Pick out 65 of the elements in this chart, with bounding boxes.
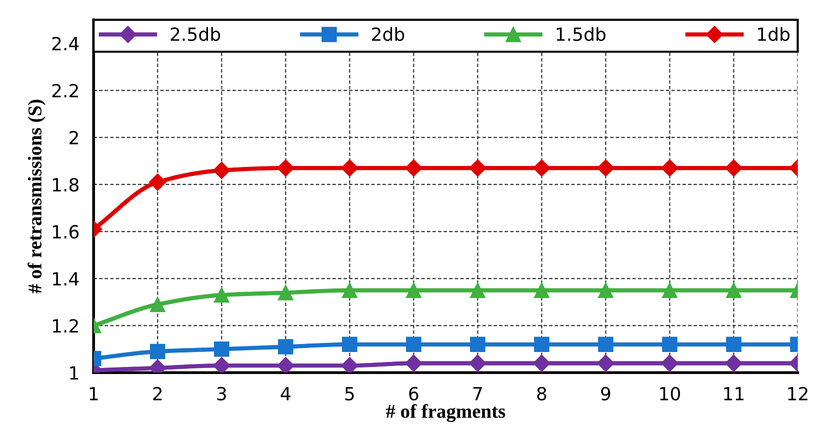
point bbox=[661, 159, 678, 177]
y-tick-label: 1.8 bbox=[52, 178, 78, 192]
point bbox=[469, 159, 486, 177]
point bbox=[405, 159, 422, 177]
point bbox=[149, 174, 166, 191]
y-tick-label: 1.2 bbox=[52, 319, 78, 332]
point bbox=[341, 357, 358, 373]
point bbox=[150, 296, 166, 312]
point bbox=[533, 354, 550, 372]
point bbox=[726, 282, 742, 298]
y-tick-label: 1.4 bbox=[52, 272, 79, 286]
point bbox=[533, 159, 550, 177]
y-tick-label: 1 bbox=[70, 366, 78, 380]
x-tick-label: 11 bbox=[724, 387, 744, 400]
point bbox=[470, 282, 486, 298]
point bbox=[213, 162, 230, 179]
point bbox=[662, 282, 678, 298]
x-tick-label: 6 bbox=[409, 386, 418, 401]
x-axis-title: # of fragments bbox=[386, 404, 506, 422]
point bbox=[342, 282, 358, 298]
point bbox=[214, 341, 230, 357]
x-tick-label: 10 bbox=[660, 386, 680, 401]
y-tick-label: 2.4 bbox=[52, 36, 79, 50]
x-tick-label: 9 bbox=[601, 386, 610, 401]
point bbox=[725, 159, 742, 177]
point bbox=[150, 344, 166, 360]
x-tick-label: 2 bbox=[153, 386, 162, 400]
point bbox=[277, 357, 294, 373]
x-tick-label: 3 bbox=[217, 386, 226, 401]
legend-label: 2.5db bbox=[170, 27, 220, 42]
point bbox=[342, 336, 358, 352]
point bbox=[213, 357, 230, 373]
x-tick-label: 1 bbox=[90, 387, 98, 400]
x-tick-label: 5 bbox=[345, 387, 354, 401]
point bbox=[662, 336, 678, 352]
point bbox=[341, 159, 358, 177]
y-tick-label: 1.6 bbox=[52, 224, 79, 239]
point bbox=[534, 282, 550, 298]
x-tick-label: 12 bbox=[788, 386, 808, 400]
legend-label: 1db bbox=[758, 27, 790, 42]
point bbox=[598, 336, 614, 352]
y-tick-label: 2 bbox=[70, 130, 78, 144]
point bbox=[277, 159, 294, 177]
point bbox=[598, 282, 614, 298]
point bbox=[406, 282, 422, 298]
point bbox=[661, 354, 678, 372]
x-tick-label: 7 bbox=[473, 387, 482, 400]
point bbox=[725, 354, 742, 372]
point bbox=[214, 287, 230, 303]
x-tick-label: 4 bbox=[280, 387, 290, 400]
point bbox=[469, 354, 486, 372]
point bbox=[278, 339, 294, 354]
point bbox=[726, 336, 742, 352]
x-tick-label: 8 bbox=[537, 386, 546, 401]
point bbox=[405, 354, 422, 372]
legend-label: 1.5db bbox=[556, 27, 606, 42]
legend-label: 2db bbox=[372, 27, 404, 42]
point bbox=[597, 354, 614, 372]
y-tick-label: 2.2 bbox=[52, 84, 78, 98]
point bbox=[470, 336, 486, 352]
y-axis-title: # of retransmissions (S) bbox=[28, 100, 46, 294]
point bbox=[597, 159, 614, 177]
point bbox=[534, 336, 550, 352]
point bbox=[406, 336, 422, 352]
point bbox=[278, 285, 294, 300]
